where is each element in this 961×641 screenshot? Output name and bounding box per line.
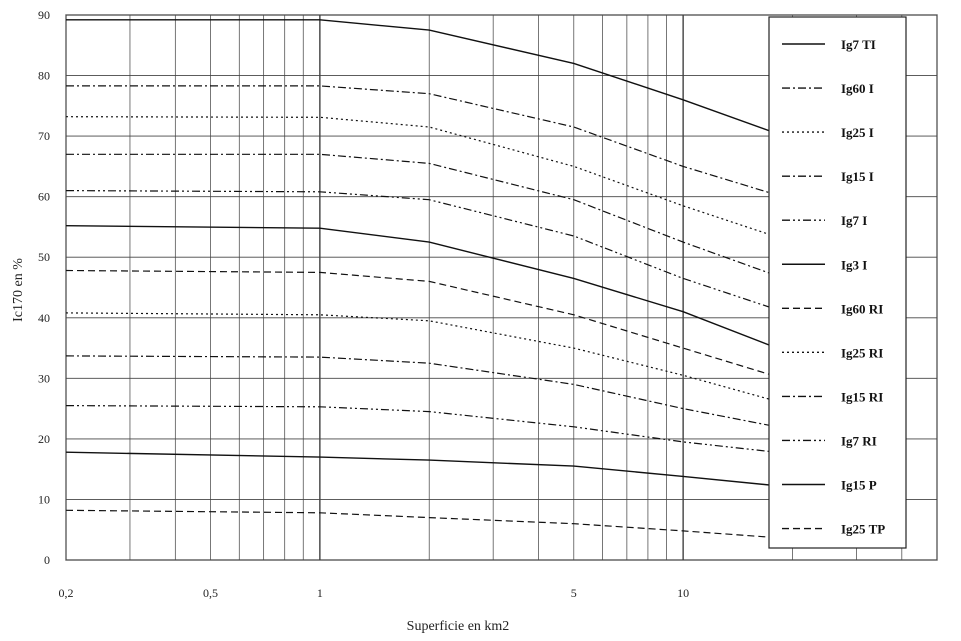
grid (65, 14, 938, 561)
x-tick-label: 0,2 (59, 586, 74, 600)
legend-label: Ig60 RI (841, 301, 883, 316)
y-tick-label: 40 (38, 311, 50, 325)
series-group (65, 19, 793, 540)
legend-label: Ig60 I (841, 81, 874, 96)
series-line-ig25-ri (65, 312, 793, 407)
series-line-ig7-i (65, 190, 793, 316)
y-tick-label: 90 (38, 8, 50, 22)
y-axis-label: Ic170 en % (11, 258, 26, 322)
y-tick-label: 0 (44, 553, 50, 567)
series-line-ig3-i (65, 225, 793, 355)
legend-label: Ig15 P (841, 478, 877, 493)
legend-label: Ig25 I (841, 125, 874, 140)
legend-label: Ig7 TI (841, 37, 876, 52)
legend-box (768, 16, 907, 549)
legend-label: Ig15 RI (841, 389, 883, 404)
y-tick-label: 20 (38, 432, 50, 446)
y-tick-label: 10 (38, 492, 50, 506)
series-line-ig60-ri (65, 269, 793, 382)
series-line-ig25-tp (65, 509, 793, 540)
y-tick-label: 30 (38, 371, 50, 385)
tick-labels: 0 10 20 30 40 50 60 70 80 90 0,2 0,5 1 5 10 (38, 8, 689, 600)
x-tick-label: 5 (571, 586, 577, 600)
legend-label: Ig25 RI (841, 345, 883, 360)
legend-label: Ig7 RI (841, 433, 877, 448)
series-line-ig15-ri (65, 355, 793, 431)
series-line-ig60-i (66, 85, 793, 201)
y-tick-label: 80 (38, 69, 50, 83)
y-tick-label: 60 (38, 190, 50, 204)
legend-label: Ig25 TP (841, 522, 885, 537)
series-line-ig15-p (65, 451, 793, 488)
series-line-ig15-i (66, 153, 793, 282)
x-axis-label: Superficie en km2 (407, 619, 510, 634)
series-line-ig25-i (65, 116, 793, 243)
y-tick-label: 70 (38, 129, 50, 143)
x-tick-label: 1 (317, 586, 323, 600)
x-tick-label: 0,5 (203, 586, 218, 600)
legend: Ig7 TI Ig60 I Ig25 I Ig15 I Ig7 I Ig3 I Ig60 R… (768, 16, 907, 549)
legend-label: Ig3 I (841, 257, 867, 272)
series-line-ig7-ti (66, 19, 793, 140)
x-tick-label: 10 (677, 586, 689, 600)
legend-label: Ig7 I (841, 213, 867, 228)
legend-label: Ig15 I (841, 169, 874, 184)
y-tick-label: 50 (38, 250, 50, 264)
series-line-ig7-ri (65, 405, 793, 455)
